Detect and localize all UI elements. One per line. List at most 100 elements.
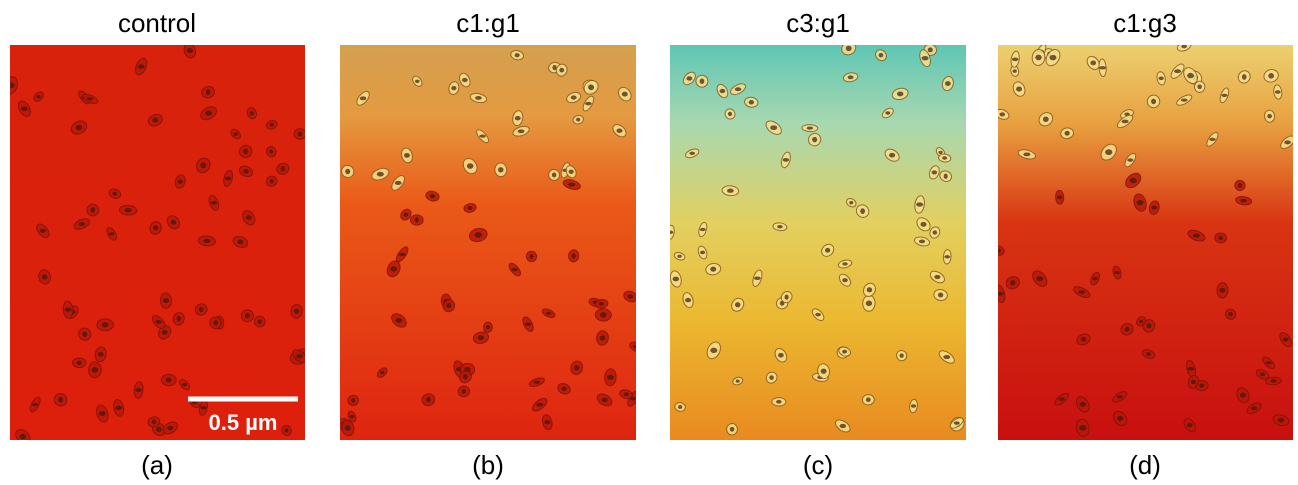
- nucleus: [237, 240, 243, 245]
- nucleus: [426, 397, 431, 403]
- nucleus: [478, 335, 484, 340]
- nucleus: [115, 406, 122, 410]
- nucleus: [155, 320, 161, 324]
- nucleus: [1065, 131, 1070, 136]
- nucleus: [572, 253, 576, 258]
- nucleus: [109, 232, 115, 235]
- nucleus: [897, 91, 903, 96]
- nucleus: [866, 301, 872, 307]
- nucleus: [90, 207, 95, 212]
- nucleus: [199, 307, 203, 312]
- nucleus: [1240, 393, 1246, 398]
- nucleus: [1139, 320, 1143, 324]
- nucleus: [162, 330, 168, 335]
- nucleus: [546, 312, 551, 315]
- nucleus: [1284, 140, 1291, 144]
- nucleus: [294, 309, 300, 314]
- nucleus: [944, 255, 950, 258]
- nucleus: [954, 421, 960, 424]
- nucleus: [1121, 120, 1128, 124]
- nucleus: [415, 217, 419, 223]
- nucleus: [192, 401, 197, 404]
- nucleus: [777, 225, 783, 228]
- nucleus: [211, 201, 217, 205]
- nucleus: [233, 132, 237, 135]
- nucleus: [601, 398, 607, 403]
- nucleus: [245, 313, 250, 318]
- nucleus: [1181, 45, 1187, 49]
- panel-label: (c): [803, 450, 833, 480]
- nucleus: [515, 116, 521, 120]
- nucleus: [889, 153, 895, 158]
- nucleus: [1268, 73, 1274, 79]
- nucleus: [997, 249, 1001, 253]
- nucleus: [942, 156, 947, 160]
- nucleus: [735, 302, 740, 307]
- nucleus: [622, 92, 628, 97]
- nucleus: [1260, 373, 1265, 377]
- nucleus: [1036, 276, 1043, 281]
- nucleus: [1282, 338, 1288, 342]
- nucleus: [633, 345, 638, 349]
- nucleus: [700, 228, 706, 231]
- nucleus: [932, 230, 937, 234]
- nucleus: [945, 81, 951, 86]
- nucleus: [934, 275, 940, 279]
- nucleus: [65, 308, 72, 312]
- nucleus: [1209, 138, 1216, 141]
- nucleus: [281, 166, 285, 172]
- nucleus: [205, 111, 212, 116]
- nucleus: [677, 255, 681, 258]
- nucleus: [534, 381, 540, 384]
- nucleus: [842, 262, 847, 265]
- nucleus: [42, 274, 48, 279]
- nucleus: [812, 137, 817, 142]
- nucleus: [848, 75, 854, 79]
- nucleus: [678, 405, 682, 409]
- panel-title: c1:g3: [1113, 8, 1177, 38]
- nucleus: [668, 231, 674, 234]
- nucleus: [395, 181, 402, 185]
- nucleus: [1127, 158, 1133, 161]
- nucleus: [867, 287, 873, 292]
- nucleus: [525, 322, 531, 326]
- nucleus: [1125, 327, 1130, 332]
- nucleus: [1146, 352, 1151, 356]
- nucleus: [360, 96, 367, 100]
- nucleus: [1080, 402, 1087, 407]
- nucleus: [1187, 423, 1193, 427]
- nucleus: [607, 375, 614, 380]
- nucleus: [815, 313, 821, 317]
- nucleus: [1188, 367, 1195, 371]
- nucleus: [58, 397, 63, 403]
- nucleus: [1266, 361, 1272, 364]
- nucleus: [125, 208, 132, 212]
- nucleus: [399, 253, 406, 256]
- nucleus: [1174, 69, 1181, 73]
- nucleus: [350, 415, 355, 418]
- nucleus: [82, 332, 87, 337]
- panel-title: c3:g1: [786, 8, 850, 38]
- micrograph: [998, 45, 1293, 440]
- micrograph: [10, 45, 305, 440]
- nucleus: [1079, 425, 1086, 431]
- panel-title: c1:g1: [456, 8, 520, 38]
- nucleus: [1117, 416, 1123, 421]
- nucleus: [1010, 280, 1015, 285]
- nucleus: [187, 48, 193, 53]
- nucleus: [1278, 418, 1284, 423]
- nucleus: [1193, 234, 1200, 238]
- nucleus: [138, 64, 145, 68]
- nucleus: [922, 56, 929, 60]
- nucleus: [568, 183, 575, 187]
- nucleus: [1058, 398, 1065, 401]
- nucleus: [1242, 74, 1247, 80]
- nucleus: [1267, 114, 1272, 118]
- figure: control c1:g1 c3:g1 c1:g3 0.5 µm (a) (b)…: [0, 0, 1298, 485]
- nucleus: [1228, 312, 1232, 316]
- nucleus: [920, 222, 926, 227]
- nucleus: [102, 322, 109, 327]
- nucleus: [178, 179, 183, 183]
- nucleus: [1078, 290, 1085, 294]
- nucleus: [1181, 98, 1188, 101]
